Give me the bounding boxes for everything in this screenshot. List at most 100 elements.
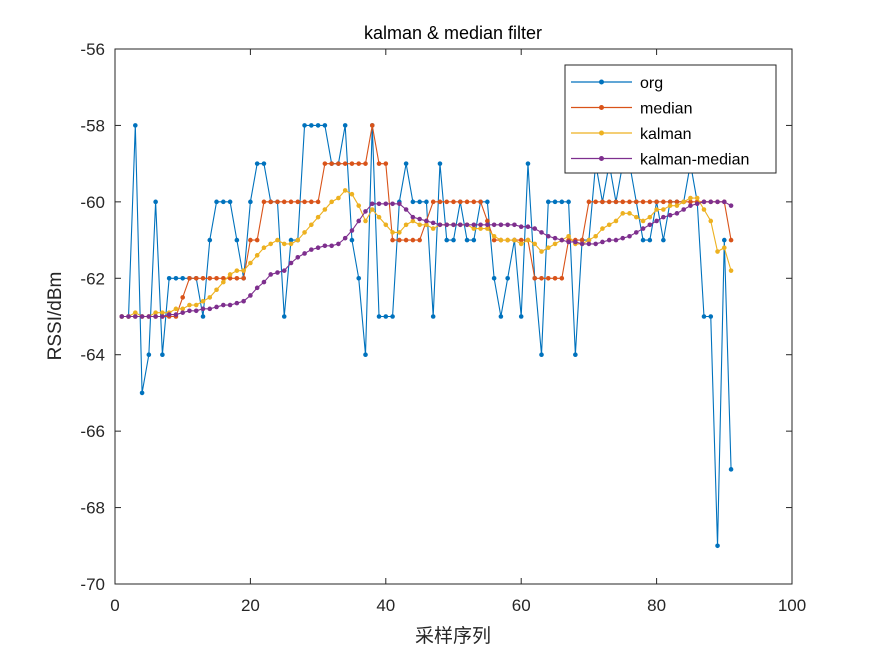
data-point-org xyxy=(471,237,477,243)
data-point-kalman xyxy=(552,241,558,247)
data-point-kalman-median xyxy=(227,302,233,308)
data-point-org xyxy=(214,199,219,205)
data-point-kalman-median xyxy=(694,201,700,207)
data-point-kalman-median xyxy=(708,199,714,205)
data-point-kalman xyxy=(248,260,253,266)
data-point-kalman xyxy=(187,302,192,308)
data-point-kalman-median xyxy=(457,222,463,228)
legend-label-kalman: kalman xyxy=(640,126,692,143)
y-tick-label: -66 xyxy=(80,422,105,441)
data-point-kalman xyxy=(322,207,328,212)
y-tick-label: -68 xyxy=(80,499,105,518)
data-point-kalman xyxy=(606,222,612,228)
data-point-org xyxy=(728,467,734,472)
data-point-kalman xyxy=(485,226,490,231)
data-point-median xyxy=(342,161,348,166)
data-point-org xyxy=(153,199,158,205)
data-point-kalman-median xyxy=(187,308,192,314)
data-point-org xyxy=(552,199,558,205)
data-point-kalman xyxy=(518,241,524,247)
data-point-kalman xyxy=(221,279,226,285)
data-point-kalman xyxy=(261,245,267,251)
data-point-org xyxy=(715,543,720,549)
data-point-kalman-median xyxy=(430,220,436,226)
data-point-kalman-median xyxy=(627,233,632,239)
x-tick-label: 80 xyxy=(647,596,666,615)
data-point-org xyxy=(180,275,185,281)
data-point-kalman-median xyxy=(498,222,504,228)
data-point-org xyxy=(221,199,226,205)
data-point-kalman xyxy=(593,233,598,239)
data-point-kalman-median xyxy=(606,237,612,243)
x-tick-label: 60 xyxy=(512,596,531,615)
data-point-org xyxy=(160,352,165,358)
data-point-median xyxy=(261,199,267,205)
data-point-kalman xyxy=(254,253,260,258)
data-point-org xyxy=(491,275,497,281)
data-point-kalman-median xyxy=(478,222,483,228)
data-point-kalman xyxy=(708,218,714,224)
data-point-org xyxy=(437,161,443,166)
data-point-kalman xyxy=(227,272,233,277)
data-point-median xyxy=(390,237,395,243)
data-point-kalman-median xyxy=(363,209,368,214)
data-point-median xyxy=(518,237,524,243)
data-point-kalman-median xyxy=(579,241,585,247)
data-point-org xyxy=(139,390,145,396)
legend-entry-kalman: kalman xyxy=(571,126,692,143)
data-point-kalman xyxy=(715,249,720,254)
data-point-org xyxy=(254,161,260,166)
data-point-kalman xyxy=(640,218,646,224)
data-point-org xyxy=(410,199,416,205)
data-point-kalman-median xyxy=(640,226,646,231)
data-point-kalman xyxy=(633,214,639,220)
y-tick-label: -64 xyxy=(80,346,105,365)
data-point-kalman-median xyxy=(160,314,165,319)
data-point-kalman xyxy=(532,241,538,247)
data-point-kalman-median xyxy=(180,310,185,315)
data-point-median xyxy=(606,199,612,205)
data-point-kalman-median xyxy=(261,279,267,285)
data-point-median xyxy=(579,237,585,243)
data-point-kalman-median xyxy=(383,201,389,207)
data-point-kalman xyxy=(491,233,497,239)
data-point-kalman xyxy=(288,241,294,247)
data-point-kalman xyxy=(241,268,246,273)
data-point-kalman xyxy=(214,287,219,293)
data-point-median xyxy=(457,199,463,205)
data-point-org xyxy=(383,314,389,319)
data-point-median xyxy=(241,275,246,281)
data-point-org xyxy=(200,314,206,319)
data-point-kalman xyxy=(647,214,653,220)
data-point-org xyxy=(424,199,429,205)
data-point-kalman-median xyxy=(647,222,653,228)
data-point-median xyxy=(383,161,389,166)
data-point-kalman-median xyxy=(234,300,240,306)
data-point-kalman-median xyxy=(275,270,280,275)
data-point-kalman-median xyxy=(288,260,294,266)
data-point-kalman-median xyxy=(471,222,477,228)
data-point-kalman xyxy=(390,230,395,235)
data-point-median xyxy=(356,161,362,166)
x-tick-label: 40 xyxy=(376,596,395,615)
legend-marker-median xyxy=(599,105,604,110)
data-point-kalman xyxy=(309,222,314,228)
data-point-median xyxy=(688,199,693,205)
data-point-org xyxy=(701,314,707,319)
data-point-kalman-median xyxy=(146,314,152,319)
data-point-kalman xyxy=(207,295,213,300)
data-point-median xyxy=(227,275,233,281)
data-point-median xyxy=(295,199,301,205)
data-point-kalman-median xyxy=(715,199,720,205)
data-point-median xyxy=(200,275,206,281)
data-point-kalman xyxy=(193,302,199,308)
data-point-kalman xyxy=(329,199,334,205)
data-point-median xyxy=(559,275,565,281)
chart-title: kalman & median filter xyxy=(364,23,542,43)
y-tick-label: -62 xyxy=(80,269,105,288)
series-kalman-median xyxy=(119,199,734,319)
data-point-median xyxy=(349,161,355,166)
data-point-median xyxy=(309,199,314,205)
data-point-org xyxy=(349,237,355,243)
data-point-median xyxy=(633,199,639,205)
